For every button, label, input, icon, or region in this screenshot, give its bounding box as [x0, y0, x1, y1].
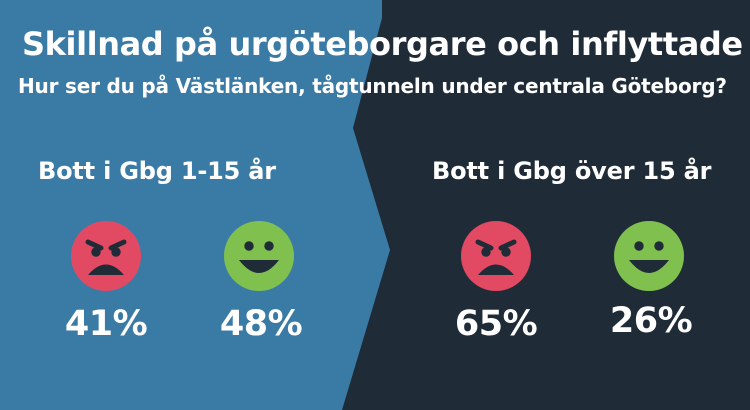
percentage-label: 48% [219, 304, 303, 344]
smiling-face-icon [224, 221, 294, 291]
blue-background-panel [0, 0, 390, 410]
group-label-1-15-years: Bott i Gbg 1-15 år [38, 157, 276, 185]
percentage-label: 26% [609, 301, 693, 341]
group-label-over-15-years: Bott i Gbg över 15 år [432, 157, 712, 185]
page-subtitle: Hur ser du på Västlänken, tågtunneln und… [18, 74, 727, 98]
smiling-face-icon [614, 221, 684, 291]
page-title: Skillnad på urgöteborgare och inflyttade [22, 25, 743, 63]
angry-face-icon [461, 221, 531, 291]
percentage-label: 41% [64, 304, 148, 344]
angry-face-icon [71, 221, 141, 291]
percentage-label: 65% [454, 304, 538, 344]
